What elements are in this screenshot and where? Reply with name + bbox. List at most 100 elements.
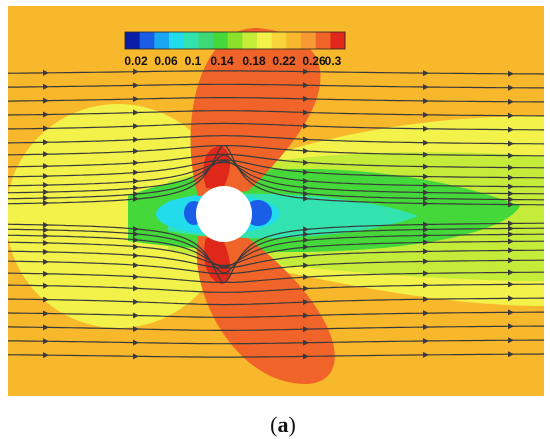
colorbar-swatch — [257, 32, 273, 49]
colorbar-swatch — [271, 32, 287, 49]
streamline-arrow — [303, 109, 309, 116]
streamline-arrow — [43, 239, 49, 246]
colorbar-legend: 0.02 0.06 0.1 0.14 0.18 0.22 0.260.3 — [124, 31, 346, 68]
streamline-arrow — [508, 257, 514, 264]
streamline-arrow — [303, 244, 309, 251]
streamline-arrow — [133, 95, 139, 102]
streamline-arrow — [508, 323, 514, 330]
streamline-arrow — [133, 298, 139, 305]
streamline — [8, 154, 544, 201]
streamline-arrow — [303, 82, 309, 89]
streamline-arrow — [303, 190, 309, 197]
streamline — [8, 222, 544, 283]
colorbar-tick-label: 0.06 — [154, 54, 178, 68]
streamline — [8, 353, 544, 358]
colorbar-swatch — [315, 32, 331, 49]
streamline-arrow — [508, 225, 514, 232]
streamline-arrow — [133, 136, 139, 143]
colorbar-swatch — [242, 32, 258, 49]
streamline-arrow — [508, 238, 514, 245]
streamline-arrow — [423, 351, 429, 358]
streamlines — [8, 68, 544, 360]
streamline-arrow — [133, 326, 139, 333]
streamline-arrow — [133, 68, 139, 75]
colorbar-swatch — [139, 32, 155, 49]
streamline — [8, 145, 544, 206]
colorbar-swatch — [330, 32, 346, 49]
streamline-arrow — [423, 151, 429, 158]
streamline-arrow — [423, 270, 429, 277]
colorbar-tick-label: 0.02 — [124, 54, 148, 68]
streamline-arrow — [43, 189, 49, 196]
streamline-arrow — [303, 262, 309, 269]
colorbar-tick-label: 0.22 — [272, 54, 296, 68]
streamline-arrow — [423, 70, 429, 77]
streamline-arrow — [423, 248, 429, 255]
streamline-arrow — [133, 82, 139, 89]
streamline-arrow — [43, 139, 49, 146]
streamline-arrow — [508, 337, 514, 344]
caption-open-paren: ( — [270, 412, 278, 437]
caption-close-paren: ) — [288, 412, 296, 437]
streamline-arrow — [508, 183, 514, 190]
streamline-arrow — [43, 69, 49, 76]
streamline-arrow — [508, 295, 514, 302]
streamline-arrow — [508, 269, 514, 276]
streamline — [8, 70, 544, 75]
streamline-arrow — [43, 232, 49, 239]
streamline — [8, 339, 544, 345]
streamline-arrow — [303, 237, 309, 244]
streamline-arrow — [508, 152, 514, 159]
colorbar-tick-label: 0.3 — [325, 54, 342, 68]
streamline-arrow — [508, 140, 514, 147]
streamline-arrow — [303, 353, 309, 360]
streamline-arrow — [133, 236, 139, 243]
streamline — [8, 249, 544, 269]
colorbar-swatch — [154, 32, 170, 49]
streamline — [8, 240, 544, 267]
streamline — [8, 283, 544, 293]
colorbar-swatch — [301, 32, 317, 49]
streamline-arrow — [508, 309, 514, 316]
streamline — [8, 145, 544, 157]
flow-contour-figure: 0.02 0.06 0.1 0.14 0.18 0.22 0.26 0.3 (a) — [8, 6, 544, 437]
contour-plot: 0.02 0.06 0.1 0.14 0.18 0.22 0.260.3 — [8, 6, 544, 396]
streamline — [8, 297, 544, 306]
streamline-arrow — [508, 351, 514, 358]
streamline-arrow — [43, 173, 49, 180]
streamline-arrow — [423, 258, 429, 265]
streamline-arrow — [43, 182, 49, 189]
streamline-arrow — [508, 84, 514, 91]
streamline-arrow — [303, 231, 309, 238]
streamline-arrow — [423, 296, 429, 303]
streamline-arrow — [43, 258, 49, 265]
streamline-arrow — [43, 352, 49, 359]
streamline — [8, 161, 544, 188]
streamline-arrow — [43, 199, 49, 206]
streamline-arrow — [43, 111, 49, 118]
streamline-arrow — [303, 68, 309, 75]
streamline-arrow — [133, 231, 139, 238]
streamline-arrow — [133, 353, 139, 360]
streamline-arrow — [133, 252, 139, 259]
streamline-arrow — [423, 200, 429, 207]
colorbar-swatch — [286, 32, 302, 49]
streamline-arrow — [303, 285, 309, 292]
cylinder — [196, 186, 252, 242]
colorbar-tick-label: 0.18 — [242, 54, 266, 68]
streamline-arrow — [508, 201, 514, 208]
colorbar-swatch — [125, 32, 141, 49]
streamline-arrow — [423, 189, 429, 196]
streamline-arrow — [303, 123, 309, 130]
streamline-arrow — [303, 159, 309, 166]
streamline-arrow — [43, 125, 49, 132]
streamline-arrow — [423, 111, 429, 118]
streamline-arrow — [423, 324, 429, 331]
streamline-arrow — [303, 298, 309, 305]
streamline-arrow — [43, 282, 49, 289]
streamline-arrow — [43, 222, 49, 229]
streamline — [8, 110, 544, 117]
streamline-arrow — [423, 232, 429, 239]
streamline-arrow — [133, 273, 139, 280]
streamline — [8, 159, 544, 179]
